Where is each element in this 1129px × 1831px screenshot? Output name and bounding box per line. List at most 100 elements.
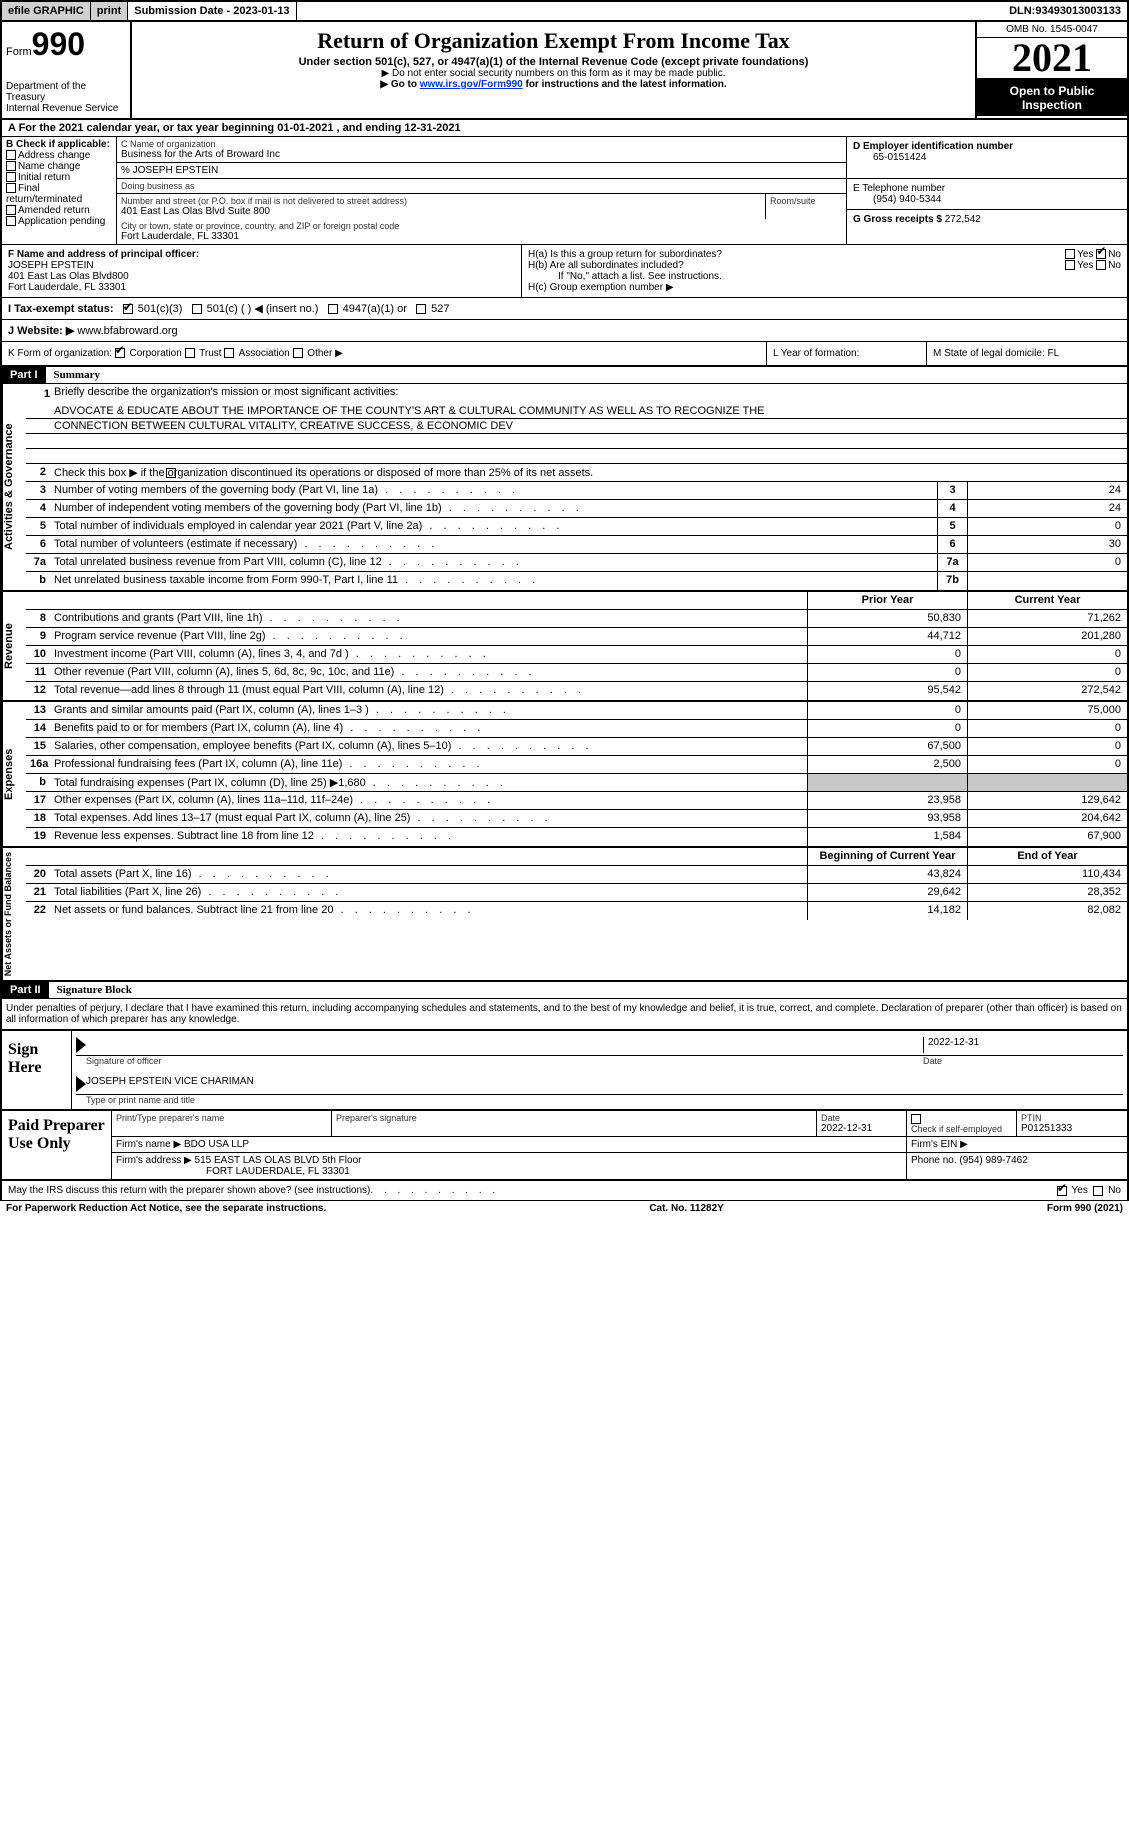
discuss-yes-checkbox[interactable] (1057, 1186, 1067, 1196)
part-i-revenue: Revenue Prior YearCurrent Year 8Contribu… (0, 592, 1129, 702)
firm-addr1: 515 EAST LAS OLAS BLVD 5th Floor (195, 1155, 362, 1166)
summary-line: 20Total assets (Part X, line 16)43,82411… (26, 866, 1127, 884)
address-change-checkbox[interactable] (6, 150, 16, 160)
open-to-public: Open to Public Inspection (977, 80, 1127, 116)
irs-link[interactable]: www.irs.gov/Form990 (420, 79, 523, 90)
summary-line: 22Net assets or fund balances. Subtract … (26, 902, 1127, 920)
paid-preparer-block: Paid Preparer Use Only Print/Type prepar… (0, 1111, 1129, 1181)
org-name: Business for the Arts of Broward Inc (121, 149, 280, 160)
summary-line: 8Contributions and grants (Part VIII, li… (26, 610, 1127, 628)
officer-addr2: Fort Lauderdale, FL 33301 (8, 282, 126, 293)
street-address: 401 East Las Olas Blvd Suite 800 (121, 206, 270, 217)
print-button[interactable]: print (91, 2, 128, 20)
amended-return-checkbox[interactable] (6, 205, 16, 215)
summary-line: 10Investment income (Part VIII, column (… (26, 646, 1127, 664)
application-pending-checkbox[interactable] (6, 216, 16, 226)
4947-checkbox[interactable] (328, 304, 338, 314)
row-klm: K Form of organization: Corporation Trus… (0, 342, 1129, 367)
form-header: Form990 Department of the Treasury Inter… (0, 22, 1129, 120)
527-checkbox[interactable] (416, 304, 426, 314)
gross-receipts: 272,542 (945, 214, 981, 225)
form-title: Return of Organization Exempt From Incom… (140, 28, 967, 54)
501c-checkbox[interactable] (192, 304, 202, 314)
submission-date: Submission Date - 2023-01-13 (128, 2, 296, 20)
summary-line: 21Total liabilities (Part X, line 26)29,… (26, 884, 1127, 902)
dln: DLN: 93493013003133 (1003, 2, 1127, 20)
corporation-checkbox[interactable] (115, 348, 125, 358)
discuss-row: May the IRS discuss this return with the… (0, 1181, 1129, 1201)
part-i-net-assets: Net Assets or Fund Balances Beginning of… (0, 848, 1129, 982)
summary-line: 4Number of independent voting members of… (26, 500, 1127, 518)
col-deg: D Employer identification number65-01514… (847, 137, 1127, 244)
self-employed-checkbox[interactable] (911, 1114, 921, 1124)
arrow-icon (76, 1076, 86, 1092)
summary-line: bNet unrelated business taxable income f… (26, 572, 1127, 590)
col-c-org-info: C Name of organizationBusiness for the A… (117, 137, 847, 244)
ha-yes-checkbox[interactable] (1065, 249, 1075, 259)
part-i-activities-governance: Activities & Governance 1Briefly describ… (0, 384, 1129, 592)
dept-treasury: Department of the Treasury (6, 81, 126, 103)
summary-line: bTotal fundraising expenses (Part IX, co… (26, 774, 1127, 792)
summary-line: 5Total number of individuals employed in… (26, 518, 1127, 536)
row-a-tax-year: A For the 2021 calendar year, or tax yea… (0, 120, 1129, 137)
top-toolbar: efile GRAPHIC print Submission Date - 20… (0, 0, 1129, 22)
discuss-no-checkbox[interactable] (1093, 1186, 1103, 1196)
city-state-zip: Fort Lauderdale, FL 33301 (121, 231, 239, 242)
summary-line: 15Salaries, other compensation, employee… (26, 738, 1127, 756)
summary-line: 14Benefits paid to or for members (Part … (26, 720, 1127, 738)
other-checkbox[interactable] (293, 348, 303, 358)
summary-line: 9Program service revenue (Part VIII, lin… (26, 628, 1127, 646)
summary-line: 7aTotal unrelated business revenue from … (26, 554, 1127, 572)
row-i-tax-exempt: I Tax-exempt status: 501(c)(3) 501(c) ( … (0, 298, 1129, 320)
officer-name: JOSEPH EPSTEIN (8, 260, 94, 271)
final-return-checkbox[interactable] (6, 183, 16, 193)
ein: 65-0151424 (853, 152, 926, 163)
firm-name: BDO USA LLP (184, 1139, 249, 1150)
sign-here-block: Sign Here 2022-12-31 Signature of office… (0, 1031, 1129, 1111)
firm-addr2: FORT LAUDERDALE, FL 33301 (116, 1166, 350, 1177)
ha-no-checkbox[interactable] (1096, 249, 1106, 259)
mission-line2: CONNECTION BETWEEN CULTURAL VITALITY, CR… (26, 419, 1127, 434)
summary-line: 19Revenue less expenses. Subtract line 1… (26, 828, 1127, 846)
summary-line: 3Number of voting members of the governi… (26, 482, 1127, 500)
state-domicile: FL (1048, 348, 1060, 359)
officer-addr1: 401 East Las Olas Blvd800 (8, 271, 129, 282)
officer-typed-name: JOSEPH EPSTEIN VICE CHARIMAN (86, 1076, 254, 1092)
col-b-checkboxes: B Check if applicable: Address change Na… (2, 137, 117, 244)
part-ii-header: Part II Signature Block (0, 982, 1129, 999)
tax-year: 2021 (977, 38, 1127, 80)
hb-no-checkbox[interactable] (1096, 260, 1106, 270)
perjury-declaration: Under penalties of perjury, I declare th… (0, 999, 1129, 1031)
summary-line: 17Other expenses (Part IX, column (A), l… (26, 792, 1127, 810)
efile-graphic-button[interactable]: efile GRAPHIC (2, 2, 91, 20)
trust-checkbox[interactable] (185, 348, 195, 358)
section-b-through-g: B Check if applicable: Address change Na… (0, 137, 1129, 245)
row-j-website: J Website: ▶ www.bfabroward.org (0, 320, 1129, 342)
summary-line: 12Total revenue—add lines 8 through 11 (… (26, 682, 1127, 700)
name-change-checkbox[interactable] (6, 161, 16, 171)
summary-line: 11Other revenue (Part VIII, column (A), … (26, 664, 1127, 682)
form-number: Form990 (6, 26, 126, 63)
501c3-checkbox[interactable] (123, 304, 133, 314)
mission-line1: ADVOCATE & EDUCATE ABOUT THE IMPORTANCE … (26, 404, 1127, 419)
firm-phone: (954) 989-7462 (959, 1155, 1027, 1166)
arrow-icon (76, 1037, 86, 1053)
summary-line: 6Total number of volunteers (estimate if… (26, 536, 1127, 554)
summary-line: 18Total expenses. Add lines 13–17 (must … (26, 810, 1127, 828)
hb-yes-checkbox[interactable] (1065, 260, 1075, 270)
association-checkbox[interactable] (224, 348, 234, 358)
summary-line: 13Grants and similar amounts paid (Part … (26, 702, 1127, 720)
sig-date: 2022-12-31 (923, 1037, 1123, 1053)
page-footer: For Paperwork Reduction Act Notice, see … (0, 1201, 1129, 1216)
telephone: (954) 940-5344 (853, 194, 941, 205)
row-f-h: F Name and address of principal officer:… (0, 245, 1129, 298)
irs-label: Internal Revenue Service (6, 103, 126, 114)
initial-return-checkbox[interactable] (6, 172, 16, 182)
ptin: P01251333 (1021, 1123, 1072, 1134)
part-i-header: Part I Summary (0, 367, 1129, 384)
care-of: % JOSEPH EPSTEIN (117, 163, 846, 179)
form-subtitle: Under section 501(c), 527, or 4947(a)(1)… (140, 56, 967, 68)
website-url: www.bfabroward.org (74, 325, 177, 337)
discontinued-checkbox[interactable] (166, 468, 176, 478)
part-i-expenses: Expenses 13Grants and similar amounts pa… (0, 702, 1129, 848)
